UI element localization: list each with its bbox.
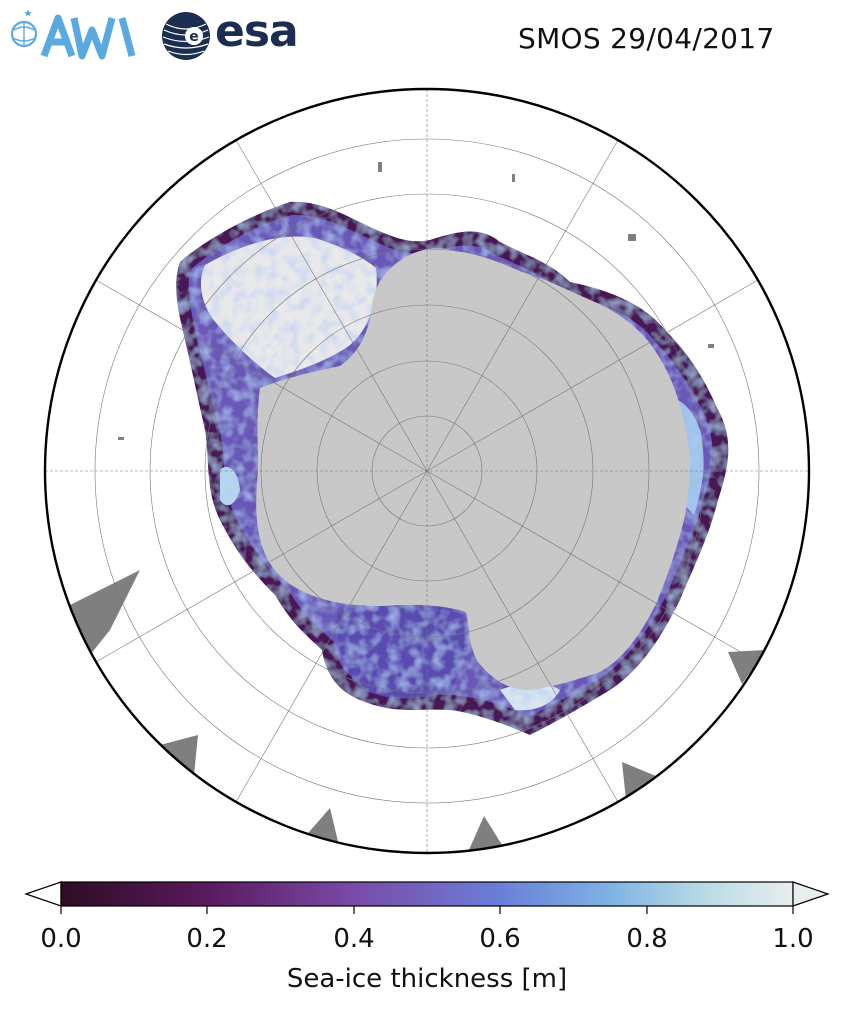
esa-logo: e: [160, 10, 212, 66]
colorbar-tick-label: 1.0: [772, 924, 814, 954]
colorbar-tick-label: 0.4: [333, 924, 375, 954]
map-title: SMOS 29/04/2017: [518, 22, 775, 55]
map-boundary: [43, 87, 811, 855]
polar-map: [43, 87, 811, 855]
colorbar-extend-high: [792, 881, 830, 907]
esa-wordmark: esa: [215, 6, 299, 57]
svg-text:e: e: [189, 29, 199, 45]
colorbar-tick-label: 0.6: [479, 924, 521, 954]
colorbar-tick-label: 0.8: [626, 924, 668, 954]
awi-logo: [8, 8, 148, 68]
graticule: [45, 89, 809, 853]
colorbar-tick-label: 0.0: [40, 924, 82, 954]
colorbar-ticks: [60, 906, 794, 914]
colorbar-label: Sea-ice thickness [m]: [286, 964, 568, 994]
colorbar-extend-low: [24, 881, 62, 907]
colorbar-tick-label: 0.2: [186, 924, 228, 954]
colorbar-gradient: [60, 881, 794, 907]
